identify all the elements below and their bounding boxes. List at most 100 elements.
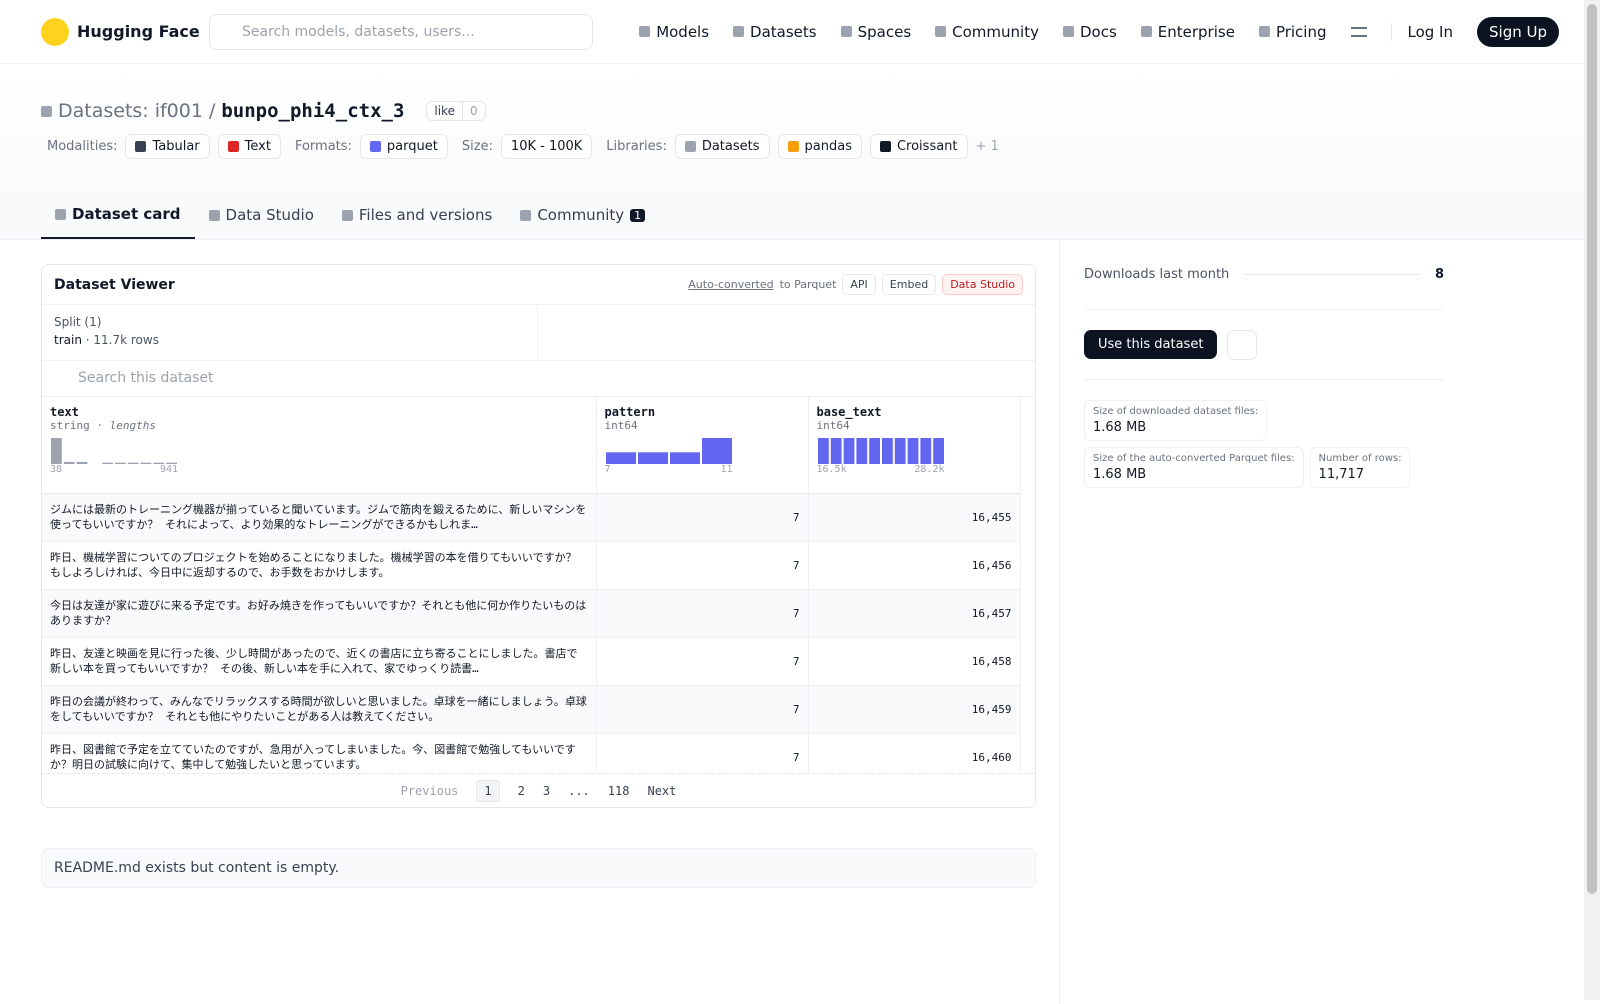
nav-link[interactable]: Community — [935, 23, 1039, 41]
stat-value: 1.68 MB — [1093, 467, 1147, 482]
column-note: lengths — [109, 419, 156, 432]
tag-text: Datasets — [701, 139, 760, 154]
nav-link[interactable]: Pricing — [1258, 22, 1327, 41]
table-cell: 7 — [596, 493, 809, 542]
cell-text: 昨日、友達と映画を見に行った後、少し時間があったので、近くの書店に立ち寄ることに… — [50, 647, 578, 675]
tab[interactable]: Files and versions — [328, 205, 506, 239]
histogram-bar — [140, 462, 152, 464]
page-link[interactable]: 2 — [517, 783, 525, 798]
navbar: Hugging Face Search models, datasets, us… — [0, 0, 1600, 64]
tag-text: Text — [244, 139, 271, 154]
repo-kind[interactable]: Datasets: — [58, 100, 149, 122]
nav-link[interactable]: Enterprise — [1140, 23, 1235, 41]
brand[interactable]: Hugging Face — [41, 17, 209, 46]
table-cell: 16,456 — [808, 541, 1021, 590]
use-dataset-button[interactable]: Use this dataset — [1084, 330, 1218, 359]
auto-converted[interactable]: Auto-converted — [688, 278, 774, 291]
nav-link[interactable]: Datasets — [733, 23, 817, 41]
like-button[interactable]: like 0 — [426, 101, 486, 121]
column-header[interactable]: text string · lengths 38 941 — [42, 397, 597, 494]
cell-text: 昨日の会議が終わって、みんなでリラックスする時間が欲しいと思いました。卓球を一緒… — [50, 695, 587, 723]
viewer-button[interactable]: Embed — [881, 274, 937, 295]
tab[interactable]: Community 1 — [506, 205, 659, 239]
tab-icon — [55, 208, 66, 220]
cell-text: 16,457 — [971, 606, 1012, 620]
tab[interactable]: Data Studio — [195, 205, 328, 239]
stat: Size of downloaded dataset files: 1.68 MB — [1084, 400, 1268, 441]
signup[interactable]: Sign Up — [1477, 16, 1559, 47]
tag[interactable]: Text — [217, 134, 281, 159]
column-header[interactable]: pattern int64 7 11 — [596, 397, 809, 494]
tag-icon — [135, 141, 147, 152]
viewer-search-placeholder: Search this dataset — [78, 370, 214, 386]
search-placeholder: Search models, datasets, users... — [242, 23, 475, 40]
table-cell: 16,458 — [808, 637, 1021, 686]
column-type: int64 — [605, 419, 800, 432]
nav-icon — [840, 26, 852, 37]
more-libraries[interactable]: + 1 — [975, 139, 999, 154]
brand-name: Hugging Face — [77, 22, 200, 41]
dataset-viewer: Dataset Viewer Auto-converted to Parquet… — [41, 264, 1036, 808]
nav-icon — [639, 26, 651, 37]
page-link[interactable]: 3 — [542, 783, 551, 798]
search-box[interactable]: Search models, datasets, users... — [209, 13, 593, 50]
page-link[interactable]: 1 — [476, 779, 500, 802]
menu-icon[interactable] — [1350, 26, 1367, 37]
table-row[interactable]: 今日は友達が家に遊びに来る予定です。お好み焼きを作ってもいいですか？それとも他に… — [42, 589, 1021, 638]
more-button[interactable] — [1227, 329, 1258, 360]
cell-text: 7 — [792, 558, 800, 572]
tag[interactable]: Croissant — [869, 134, 968, 159]
login[interactable]: Log In — [1390, 22, 1453, 41]
tag-group-label: Size: — [461, 139, 493, 154]
nav-link-text: Datasets — [750, 22, 817, 41]
table-row[interactable]: 昨日、機械学習についてのプロジェクトを始めることになりました。機械学習の本を借り… — [42, 541, 1021, 590]
histogram-bar — [166, 462, 177, 464]
table-row[interactable]: ジムには最新のトレーニング機器が揃っていると聞いています。ジムで筋肉を鍛えるため… — [42, 493, 1021, 542]
table-row[interactable]: 昨日、友達と映画を見に行った後、少し時間があったので、近くの書店に立ち寄ることに… — [42, 637, 1021, 686]
histogram-bar — [115, 462, 126, 464]
repo-owner[interactable]: if001 — [154, 100, 203, 122]
stat-label: Number of rows: — [1318, 453, 1402, 464]
histogram-bar — [907, 438, 918, 464]
page-link[interactable]: 118 — [607, 783, 630, 798]
row-count: 11.7k rows — [93, 333, 159, 347]
viewer-title: Dataset Viewer — [54, 276, 175, 293]
tag-text: pandas — [804, 139, 852, 154]
table-cell: 7 — [596, 589, 809, 638]
next[interactable]: Next — [647, 783, 677, 798]
range-max: 941 — [159, 464, 178, 475]
nav-link[interactable]: Docs — [1062, 23, 1117, 41]
tag[interactable]: 10K - 100K — [500, 134, 593, 159]
column-name: text — [50, 405, 79, 419]
viewer-button[interactable]: Data Studio — [942, 274, 1023, 295]
page-link[interactable]: ... — [568, 783, 590, 798]
nav-link-text: Pricing — [1275, 22, 1327, 41]
nav-link[interactable]: Models — [639, 23, 709, 41]
tag[interactable]: pandas — [777, 134, 862, 159]
cell-text: 7 — [792, 654, 800, 668]
stat: Size of the auto-converted Parquet files… — [1084, 447, 1304, 488]
viewer-search[interactable]: Search this dataset — [42, 361, 1035, 397]
viewer-button[interactable]: API — [842, 274, 876, 295]
tag[interactable]: Datasets — [674, 134, 770, 159]
nav-icon — [1140, 26, 1152, 37]
table-body: ジムには最新のトレーニング機器が揃っていると聞いています。ジムで筋肉を鍛えるため… — [42, 493, 1021, 773]
repo-title: Datasets: if001 / bunpo_phi4_ctx_3 like 0 — [41, 100, 1559, 122]
previous[interactable]: Previous — [400, 783, 459, 798]
tab[interactable]: Dataset card — [41, 205, 195, 239]
content: Dataset Viewer Auto-converted to Parquet… — [0, 240, 1060, 1004]
table-row[interactable]: 昨日の会議が終わって、みんなでリラックスする時間が欲しいと思いました。卓球を一緒… — [42, 685, 1021, 734]
nav-link[interactable]: Spaces — [840, 23, 911, 41]
tag[interactable]: parquet — [359, 134, 448, 159]
range-min: 38 — [50, 464, 63, 475]
table-cell: 7 — [596, 637, 809, 686]
tag[interactable]: Tabular — [125, 134, 210, 159]
tags: Modalities: Tabular Text Formats: parquet Siz… — [41, 134, 1559, 159]
column-header[interactable]: base_text int64 16.5k 28.2k — [808, 397, 1021, 494]
histogram-bar — [637, 452, 668, 464]
stat-value: 11,717 — [1318, 467, 1365, 482]
repo-name[interactable]: bunpo_phi4_ctx_3 — [221, 100, 405, 122]
split-select[interactable]: Split (1) train · 11.7k rows — [42, 305, 538, 360]
table-row[interactable]: 昨日、図書館で予定を立てていたのですが、急用が入ってしまいました。今、図書館で勉… — [42, 733, 1021, 773]
